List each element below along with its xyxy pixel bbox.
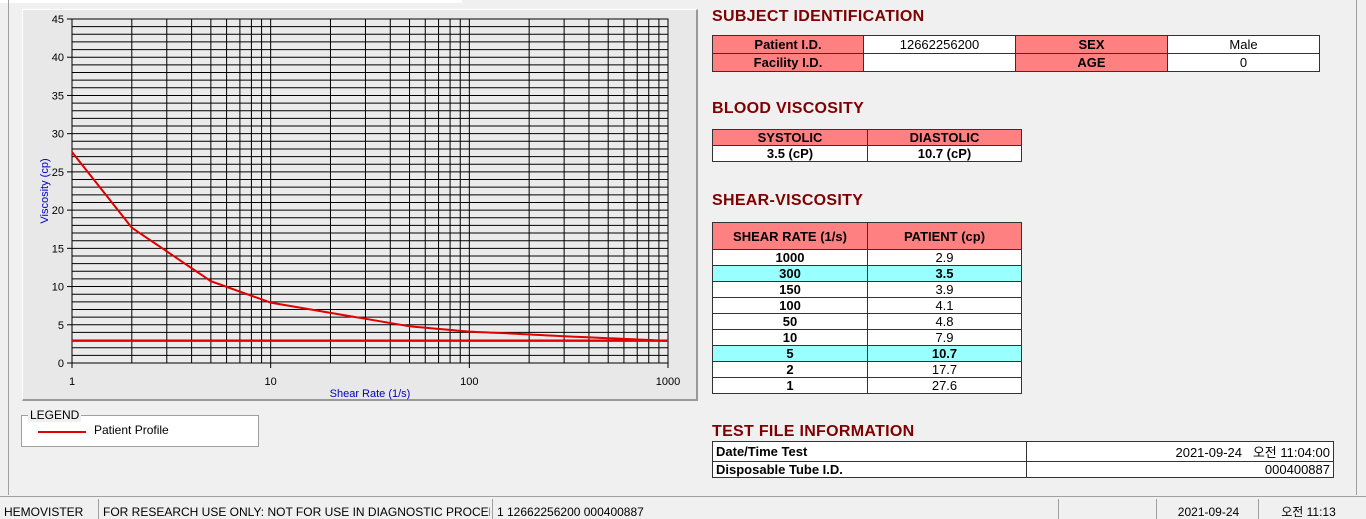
x-tick-label: 1 (69, 376, 75, 388)
legend-swatch (38, 431, 86, 433)
shear-rate-cell: 1000 (713, 250, 868, 266)
patient-value-cell: 4.1 (868, 298, 1022, 314)
sex-label: SEX (1016, 36, 1168, 54)
status-record: 1 12662256200 000400887 (492, 499, 1056, 519)
status-blank (1058, 499, 1154, 519)
patient-value-cell: 3.5 (868, 266, 1022, 282)
patient-value-cell: 27.6 (868, 378, 1022, 394)
sex: Male (1168, 36, 1320, 54)
right-border (1356, 0, 1357, 495)
patient-value-cell: 10.7 (868, 346, 1022, 362)
age: 0 (1168, 54, 1320, 72)
y-tick-label: 5 (58, 320, 64, 332)
patient-id-label: Patient I.D. (713, 36, 864, 54)
patient-value-cell: 17.7 (868, 362, 1022, 378)
legend: LEGEND Patient Profile (21, 415, 259, 447)
date-label: Date/Time Test (713, 442, 1027, 462)
y-tick-label: 30 (52, 129, 64, 141)
diastolic-label: DIASTOLIC (868, 130, 1022, 146)
subject-title: SUBJECT IDENTIFICATION (712, 8, 925, 26)
x-axis-label: Shear Rate (1/s) (330, 388, 411, 400)
x-tick-label: 1000 (656, 376, 680, 388)
viscosity-chart: 0 5 10 15 20 25 30 35 40 45 1 10 100 1000 Shear Rate (… (0, 0, 700, 405)
x-tick-label: 10 (265, 376, 277, 388)
status-time: 오전 11:13 (1258, 499, 1354, 519)
shear-rate-cell: 1 (713, 378, 868, 394)
status-app: HEMOVISTER (0, 499, 96, 519)
shear-rate-cell: 300 (713, 266, 868, 282)
shear-rate-header: SHEAR RATE (1/s) (713, 223, 868, 250)
shear-rate-cell: 150 (713, 282, 868, 298)
y-axis-label: Viscosity (cp) (39, 158, 51, 223)
shear-rate-cell: 5 (713, 346, 868, 362)
y-tick-label: 15 (52, 243, 64, 255)
y-tick-label: 35 (52, 90, 64, 102)
patient-header: PATIENT (cp) (868, 223, 1022, 250)
shear-title: SHEAR-VISCOSITY (712, 192, 863, 210)
shear-rate-cell: 50 (713, 314, 868, 330)
facility-id (864, 54, 1016, 72)
facility-label: Facility I.D. (713, 54, 864, 72)
date-value: 2021-09-24 오전 11:04:00 (1027, 442, 1334, 462)
status-date: 2021-09-24 (1156, 499, 1256, 519)
shear-rate-cell: 100 (713, 298, 868, 314)
status-notice: FOR RESEARCH USE ONLY: NOT FOR USE IN DI… (98, 499, 490, 519)
testfile-title: TEST FILE INFORMATION (712, 423, 914, 441)
shear-rate-cell: 10 (713, 330, 868, 346)
age-label: AGE (1016, 54, 1168, 72)
shear-rate-cell: 2 (713, 362, 868, 378)
patient-id: 12662256200 (864, 36, 1016, 54)
y-tick-label: 0 (58, 358, 64, 370)
x-tick-label: 100 (460, 376, 478, 388)
patient-value-cell: 3.9 (868, 282, 1022, 298)
patient-value-cell: 7.9 (868, 330, 1022, 346)
y-tick-label: 10 (52, 282, 64, 294)
tube-value: 000400887 (1027, 462, 1334, 478)
legend-label: Patient Profile (94, 423, 169, 437)
patient-value-cell: 2.9 (868, 250, 1022, 266)
blood-title: BLOOD VISCOSITY (712, 100, 864, 118)
patient-value-cell: 4.8 (868, 314, 1022, 330)
tube-label: Disposable Tube I.D. (713, 462, 1027, 478)
systolic-value: 3.5 (cP) (713, 146, 868, 162)
legend-title: LEGEND (28, 408, 81, 422)
plot-area (72, 19, 668, 363)
y-tick-label: 20 (52, 205, 64, 217)
status-bar: HEMOVISTER FOR RESEARCH USE ONLY: NOT FO… (0, 496, 1366, 519)
diastolic-value: 10.7 (cP) (868, 146, 1022, 162)
systolic-label: SYSTOLIC (713, 130, 868, 146)
y-tick-label: 45 (52, 14, 64, 26)
y-tick-label: 40 (52, 52, 64, 64)
y-tick-label: 25 (52, 167, 64, 179)
